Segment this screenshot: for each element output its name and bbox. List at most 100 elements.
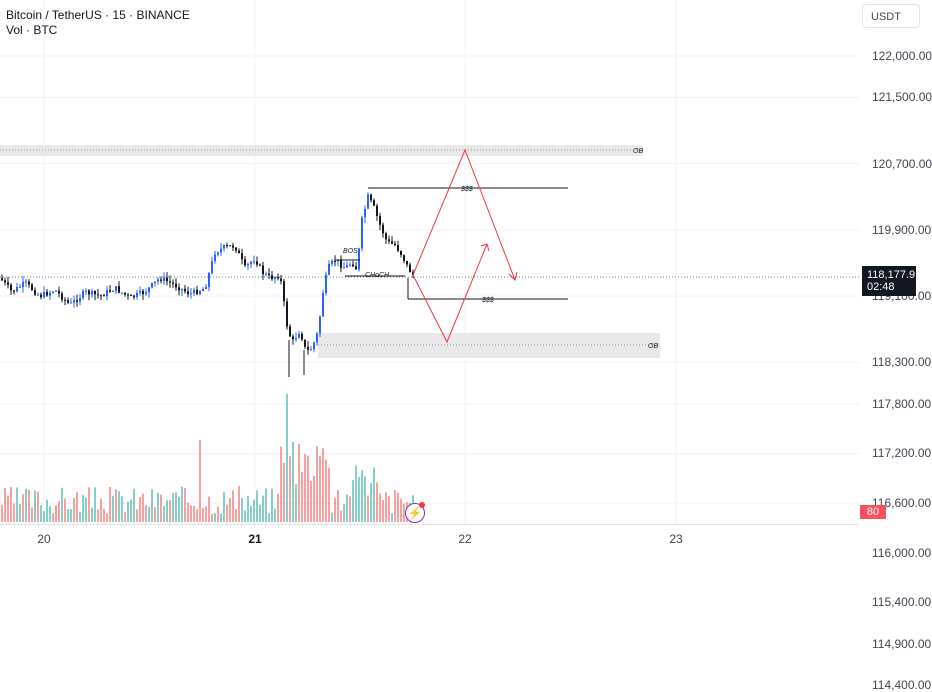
candle-body bbox=[358, 248, 360, 270]
currency-button[interactable]: USDT bbox=[862, 4, 920, 28]
volume-bar bbox=[358, 476, 360, 522]
volume-bar bbox=[394, 489, 396, 522]
candle-body bbox=[388, 239, 390, 242]
volume-bar bbox=[265, 488, 267, 522]
candle-body bbox=[310, 349, 312, 351]
candle-body bbox=[379, 215, 381, 225]
bar-countdown: 02:48 bbox=[867, 281, 895, 293]
price-label: 121,500.00 bbox=[872, 90, 932, 105]
last-price-value: 118,177.91 bbox=[867, 269, 922, 281]
volume-bar bbox=[253, 499, 255, 522]
candle-body bbox=[130, 295, 132, 297]
candle-body bbox=[322, 292, 324, 317]
volume-bar bbox=[202, 508, 204, 522]
candle-body bbox=[277, 277, 279, 279]
price-label: 117,800.00 bbox=[872, 396, 932, 411]
volume-bar bbox=[271, 488, 273, 522]
volume-bar bbox=[82, 494, 84, 522]
candle-body bbox=[73, 300, 75, 303]
volume-bar bbox=[361, 470, 363, 522]
volume-bar bbox=[235, 508, 237, 522]
volume-bar bbox=[145, 504, 147, 522]
volume-bar bbox=[376, 482, 378, 522]
volume-bar bbox=[340, 510, 342, 522]
volume-bar bbox=[52, 513, 54, 522]
price-label: 118,300.00 bbox=[872, 355, 932, 370]
candle-body bbox=[289, 326, 291, 337]
candle-body bbox=[40, 294, 42, 298]
lightning-icon[interactable]: ⚡ bbox=[405, 503, 425, 523]
price-label: 120,700.00 bbox=[872, 156, 932, 171]
time-axis[interactable]: 20 21 22 23 bbox=[0, 524, 860, 550]
candle-body bbox=[133, 295, 135, 298]
candle-body bbox=[37, 294, 39, 296]
price-label: 119,900.00 bbox=[872, 222, 932, 237]
volume-bar bbox=[112, 496, 114, 522]
candle-body bbox=[136, 292, 138, 298]
volume-bar bbox=[85, 497, 87, 522]
candle-body bbox=[43, 291, 45, 298]
candle-body bbox=[391, 241, 393, 244]
candle-body bbox=[226, 245, 228, 247]
candle-body bbox=[157, 279, 159, 282]
volume-bar bbox=[133, 488, 135, 522]
volume-bar bbox=[289, 456, 291, 522]
candle-body bbox=[355, 266, 357, 270]
candle-body bbox=[211, 261, 213, 273]
candle-body bbox=[154, 281, 156, 283]
volume-bar bbox=[199, 440, 201, 522]
notification-dot bbox=[419, 502, 425, 508]
candle-body bbox=[55, 290, 57, 292]
ob-label-upper: OB bbox=[633, 148, 643, 155]
volume-bar bbox=[187, 502, 189, 522]
volume-bar bbox=[250, 505, 252, 522]
candle-body bbox=[217, 252, 219, 255]
volume-bar bbox=[136, 509, 138, 522]
volume-bar bbox=[325, 459, 327, 522]
volume-bar bbox=[169, 500, 171, 522]
time-label: 22 bbox=[458, 532, 472, 546]
volume-bar bbox=[355, 465, 357, 522]
candle-body bbox=[10, 284, 12, 291]
chart-area[interactable]: OB OB $$$ $$$ BOS CHoCH Bitcoin / TetherUS · … bbox=[0, 0, 860, 524]
projection-path-down bbox=[412, 243, 488, 344]
volume-title[interactable]: Vol · BTC bbox=[6, 23, 58, 37]
candle-body bbox=[1, 278, 3, 281]
candle-body bbox=[190, 293, 192, 295]
volume-bar bbox=[100, 498, 102, 522]
volume-bar bbox=[22, 494, 24, 522]
candle-body bbox=[253, 261, 255, 263]
symbol-title[interactable]: Bitcoin / TetherUS · 15 · BINANCE bbox=[6, 8, 190, 22]
choch-label: CHoCH bbox=[365, 272, 390, 279]
candle-body bbox=[349, 264, 351, 266]
liquidity-label-low: $$$ bbox=[481, 297, 494, 304]
volume-bar bbox=[118, 491, 120, 522]
candle-body bbox=[325, 274, 327, 293]
volume-bar bbox=[184, 488, 186, 522]
volume-bar bbox=[268, 513, 270, 522]
price-label: 116,000.00 bbox=[872, 545, 932, 560]
candle-body bbox=[118, 286, 120, 293]
candle-body bbox=[13, 290, 15, 292]
volume-bar bbox=[124, 512, 126, 522]
candle-body bbox=[88, 290, 90, 295]
candle-body bbox=[370, 194, 372, 201]
candle-body bbox=[124, 292, 126, 295]
volume-bar bbox=[34, 490, 36, 522]
price-scale[interactable]: 122,000.00 121,500.00 120,700.00 119,900.00… bbox=[860, 0, 932, 692]
candle-body bbox=[187, 291, 189, 295]
candle-body bbox=[250, 261, 252, 265]
volume-bar bbox=[109, 487, 111, 522]
candle-body bbox=[139, 291, 141, 293]
volume-bar bbox=[31, 507, 33, 522]
volume-bar bbox=[229, 498, 231, 522]
candle-body bbox=[343, 267, 345, 269]
liquidity-label-high: $$$ bbox=[460, 186, 473, 193]
candle-body bbox=[94, 290, 96, 295]
volume-bar bbox=[175, 492, 177, 522]
candle-body bbox=[268, 273, 270, 276]
volume-bar bbox=[223, 492, 225, 522]
volume-bar bbox=[397, 492, 399, 522]
volume-bar bbox=[7, 495, 9, 522]
candle-body bbox=[196, 289, 198, 295]
